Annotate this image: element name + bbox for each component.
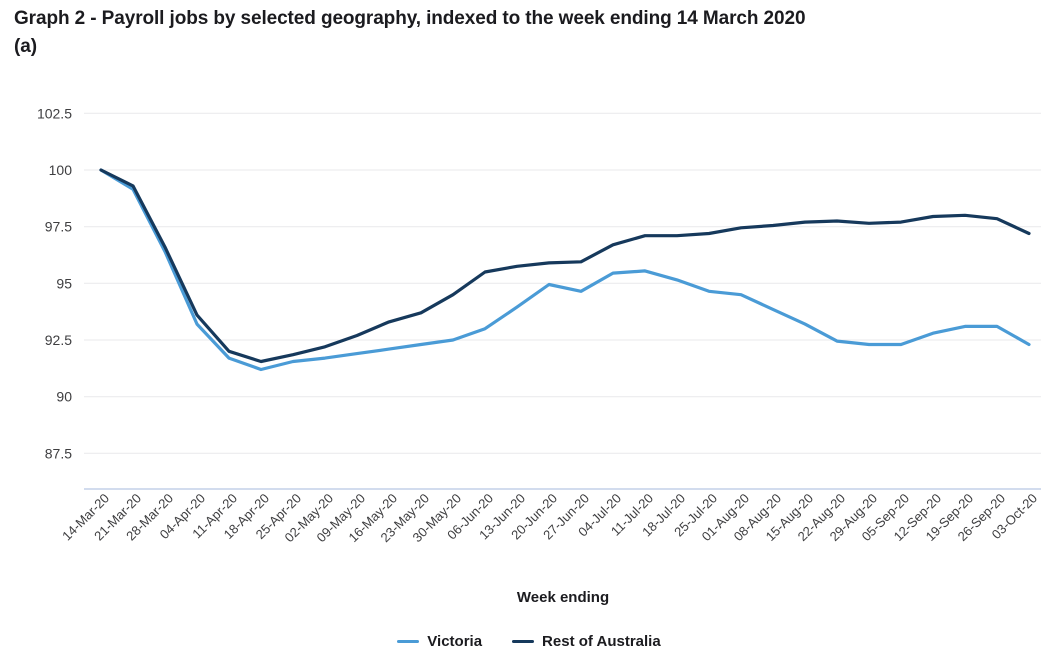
legend: Victoria Rest of Australia <box>0 633 1058 650</box>
chart-title-line1: Graph 2 - Payroll jobs by selected geogr… <box>14 8 806 29</box>
legend-item-rest-of-australia: Rest of Australia <box>512 633 661 650</box>
y-tick-label: 102.5 <box>37 105 72 121</box>
y-tick-label: 92.5 <box>45 332 72 348</box>
chart-title: Graph 2 - Payroll jobs by selected geogr… <box>14 5 1019 61</box>
y-tick-label: 87.5 <box>45 445 72 461</box>
y-tick-label: 95 <box>56 275 72 291</box>
chart-footnote-marker: (a) <box>14 36 37 57</box>
legend-swatch-victoria <box>397 639 420 644</box>
x-axis-title: Week ending <box>516 589 610 606</box>
series-line-rest-of-australia <box>99 168 1031 364</box>
legend-swatch-rest-of-australia <box>512 639 535 644</box>
legend-label-rest-of-australia: Rest of Australia <box>542 633 661 650</box>
y-tick-label: 100 <box>49 162 73 178</box>
y-tick-label: 97.5 <box>45 219 72 235</box>
y-tick-label: 90 <box>56 389 72 405</box>
legend-item-victoria: Victoria <box>397 633 482 650</box>
legend-label-victoria: Victoria <box>427 633 483 650</box>
series-line-victoria <box>99 168 1031 372</box>
